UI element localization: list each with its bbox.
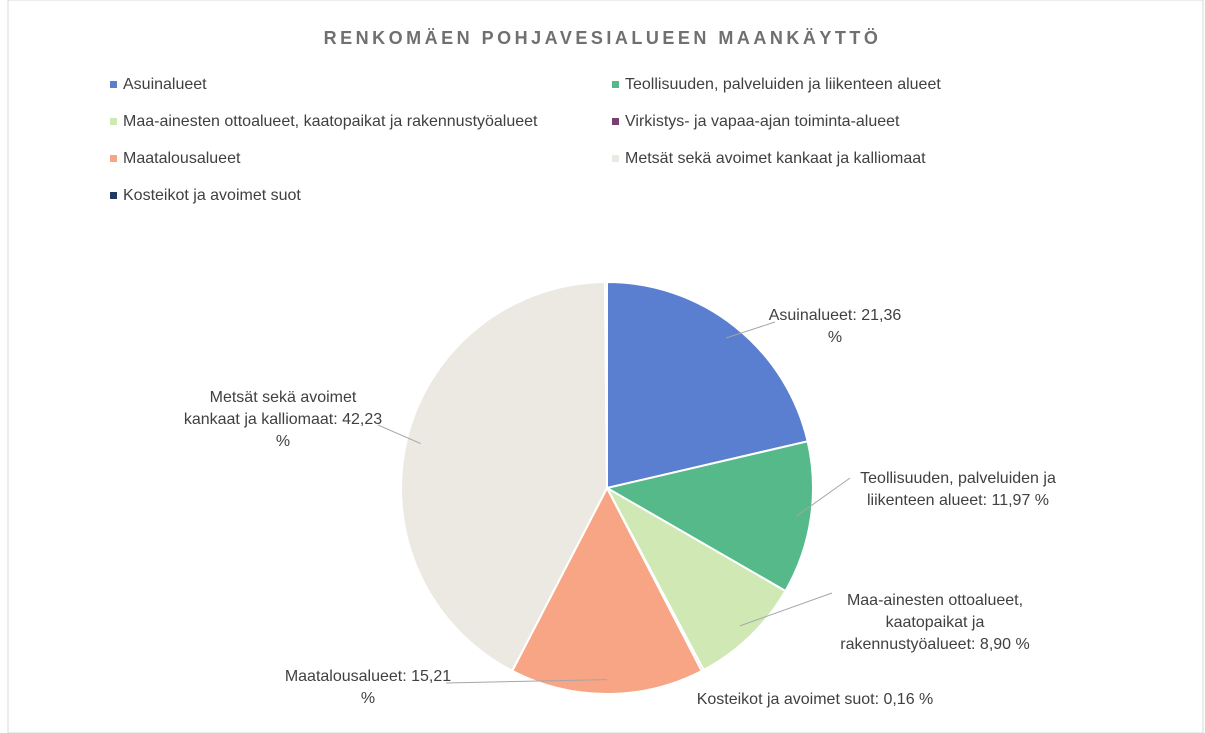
legend-label: Teollisuuden, palveluiden ja liikenteen … [625,76,941,93]
legend-swatch [612,81,619,89]
chart-title: RENKOMÄEN POHJAVESIALUEEN MAANKÄYTTÖ [323,28,882,48]
legend-label: Virkistys- ja vapaa-ajan toiminta-alueet [625,113,900,130]
data-label: Metsät sekä avoimet kankaat ja kalliomaa… [183,389,383,450]
pie-slice [510,485,704,695]
frame [7,0,1204,733]
data-label: Asuinalueet: 21,36 % [768,307,902,346]
leader-line [739,592,833,627]
legend-swatch [110,155,117,163]
data-label: Teollisuuden, palveluiden ja liikenteen … [860,470,1056,509]
pie-slice [604,485,787,672]
legend-item: Kosteikot ja avoimet suot [110,187,301,205]
leader-line [796,477,851,517]
data-label: Maatalousalueet: 15,21 % [284,668,452,707]
legend-label: Metsät sekä avoimet kankaat ja kalliomaa… [625,150,926,167]
data-label: Kosteikot ja avoimet suot: 0,16 % [696,691,934,708]
legend-item: Virkistys- ja vapaa-ajan toiminta-alueet [612,113,900,131]
legend-item: Teollisuuden, palveluiden ja liikenteen … [612,76,941,94]
legend-label: Maa-ainesten ottoalueet, kaatopaikat ja … [123,113,538,130]
legend-swatch [612,118,619,126]
legend-label: Maatalousalueet [123,150,241,167]
legend-item: Asuinalueet [110,76,207,94]
pie-slice [606,280,809,490]
leader-line [377,424,421,445]
legend-label: Kosteikot ja avoimet suot [123,187,301,204]
pie-slice [400,280,609,673]
legend-swatch [110,192,117,200]
legend-swatch [612,155,619,163]
leader-line [725,321,776,339]
legend-label: Asuinalueet [123,76,207,93]
data-label: Maa-ainesten ottoalueet, kaatopaikat ja … [840,592,1030,653]
legend-swatch [110,118,117,126]
legend-item: Maa-ainesten ottoalueet, kaatopaikat ja … [110,113,538,131]
pie-slice [604,440,814,593]
legend-item: Metsät sekä avoimet kankaat ja kalliomaa… [612,150,926,168]
legend-swatch [110,81,117,89]
leader-line [445,679,607,684]
legend-item: Maatalousalueet [110,150,240,168]
pie-slice [603,280,608,489]
